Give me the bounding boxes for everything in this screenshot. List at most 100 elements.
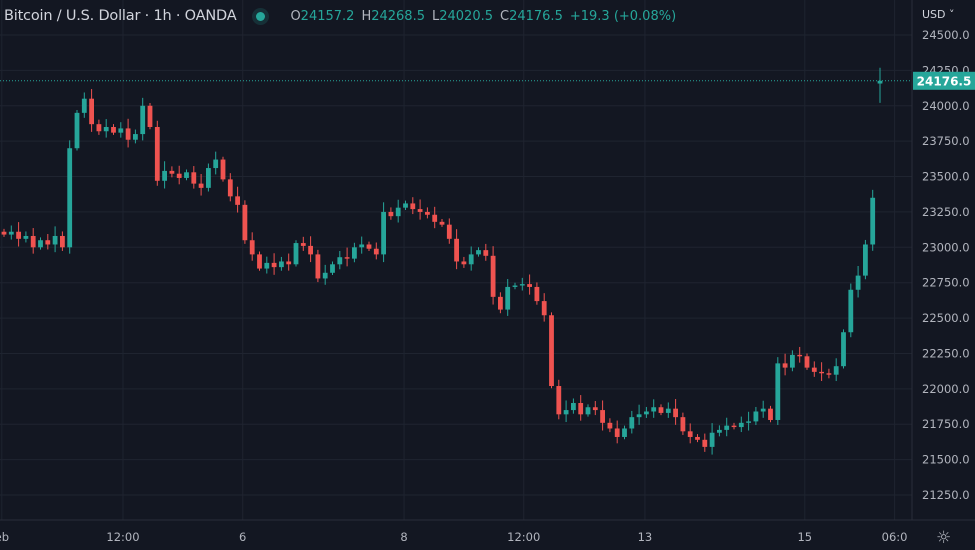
candle-body — [366, 244, 372, 249]
candle-up — [293, 240, 299, 267]
symbol-title[interactable]: Bitcoin / U.S. Dollar · 1h · OANDA — [4, 8, 237, 24]
candle-body — [709, 432, 715, 447]
candle-body — [133, 134, 138, 140]
grid — [0, 0, 912, 520]
candle-body — [804, 356, 810, 368]
candle-body — [220, 159, 226, 180]
price-tick-label: 21500.0 — [922, 453, 970, 467]
candle-up — [162, 161, 167, 189]
candle-up — [118, 122, 124, 138]
candle-down — [257, 251, 262, 271]
candle-down — [169, 166, 175, 178]
close-label: C — [500, 8, 510, 24]
candle-body — [176, 173, 182, 178]
candle-body — [702, 439, 708, 447]
candle-body — [96, 124, 102, 132]
candle-body — [67, 148, 73, 248]
candle-body — [89, 98, 94, 125]
candle-up — [585, 404, 591, 417]
candle-up — [563, 400, 569, 423]
candle-up — [213, 151, 219, 175]
candle-down — [1, 228, 7, 237]
candle-down — [592, 401, 598, 416]
candle-up — [848, 283, 854, 338]
candle-body — [490, 255, 496, 297]
candle-up — [746, 411, 751, 431]
time-tick-label: 12:00 — [507, 530, 540, 544]
candle-body — [388, 211, 394, 217]
candle-down — [373, 242, 379, 260]
gear-icon[interactable]: ☼ — [936, 528, 952, 548]
candle-body — [483, 250, 489, 256]
candle-body — [665, 408, 671, 413]
candle-body — [563, 410, 569, 415]
candle-down — [176, 165, 182, 185]
candle-body — [359, 244, 365, 248]
candle-down — [60, 231, 65, 251]
candle-body — [578, 403, 584, 415]
candle-up — [23, 231, 29, 243]
candle-body — [644, 411, 649, 415]
candle-up — [738, 416, 744, 433]
candle-body — [184, 172, 189, 178]
candle-up — [870, 189, 876, 251]
candle-body — [410, 203, 416, 210]
price-tick-label: 24500.0 — [922, 28, 970, 42]
candle-body — [717, 429, 722, 433]
candles — [1, 67, 883, 455]
candle-down — [111, 124, 116, 135]
candle-body — [249, 240, 255, 255]
candle-body — [52, 235, 58, 245]
candle-body — [775, 363, 781, 420]
candle-body — [797, 354, 803, 357]
candle-up — [753, 406, 759, 426]
candle-down — [658, 404, 664, 416]
candle-body — [206, 168, 211, 188]
candle-body — [169, 170, 175, 174]
time-axis[interactable] — [0, 520, 912, 550]
candle-body — [811, 367, 817, 372]
candle-up — [717, 425, 722, 437]
candle-up — [468, 246, 474, 271]
candle-down — [782, 353, 788, 376]
candle-up — [629, 410, 635, 434]
candle-body — [527, 284, 532, 287]
candle-body — [300, 243, 306, 246]
candle-body — [38, 240, 43, 248]
candle-body — [614, 428, 620, 437]
candle-body — [826, 373, 832, 375]
candle-down — [541, 293, 547, 322]
last-price-label: 24176.5 — [913, 71, 975, 90]
price-axis[interactable] — [912, 0, 975, 550]
candle-down — [242, 200, 248, 244]
candle-up — [359, 236, 365, 254]
candle-down — [483, 243, 489, 261]
price-tick-label: 22500.0 — [922, 311, 970, 325]
candle-body — [760, 408, 766, 412]
candle-body — [863, 244, 868, 276]
candle-body — [271, 262, 277, 268]
time-tick-label: 6 — [239, 530, 246, 544]
price-tick-label: 23750.0 — [922, 134, 970, 148]
candle-down — [819, 362, 824, 381]
currency-selector[interactable]: USD ˅ — [922, 8, 955, 21]
candle-body — [841, 332, 846, 367]
candle-up — [724, 417, 730, 437]
candle-body — [191, 172, 197, 184]
candle-body — [833, 366, 839, 375]
candle-body — [870, 197, 876, 245]
candle-body — [1, 231, 7, 235]
candle-up — [855, 265, 861, 298]
candle-body — [264, 262, 270, 269]
candle-down — [147, 102, 153, 130]
candle-body — [308, 245, 313, 255]
candle-down — [235, 186, 240, 213]
candle-down — [797, 346, 803, 363]
candle-up — [519, 277, 525, 291]
candle-body — [118, 128, 124, 133]
candle-up — [74, 110, 80, 151]
candle-up — [841, 329, 846, 369]
candle-body — [753, 411, 759, 422]
candle-body — [315, 254, 321, 279]
